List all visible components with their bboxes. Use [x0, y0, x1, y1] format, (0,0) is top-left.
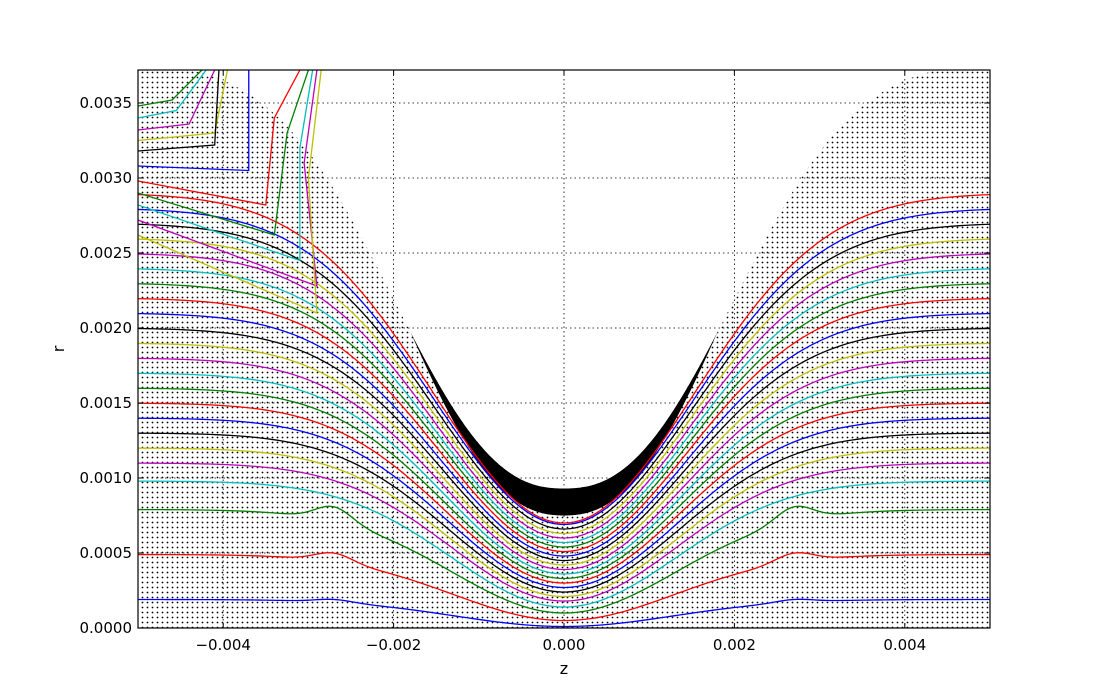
x-tick-label: 0.002 [713, 636, 756, 654]
y-tick-label: 0.0005 [80, 544, 133, 562]
series-layer [138, 70, 990, 628]
streamline-series [138, 552, 990, 622]
streamline-series [138, 327, 990, 562]
streamline-series [138, 480, 990, 608]
upper-left-streamline [138, 70, 250, 172]
streamline-series [138, 447, 990, 598]
streamline-series [138, 387, 990, 580]
streamline-series [138, 312, 990, 557]
streamline-series [138, 372, 990, 575]
upper-left-streamline [138, 70, 203, 107]
y-tick-label: 0.0000 [80, 619, 133, 637]
x-tick-label: 0.000 [543, 636, 586, 654]
mesh-region [138, 70, 990, 628]
upper-left-streamline [138, 70, 229, 142]
y-axis: 0.0000 0.0005 0.0010 0.0015 0.0020 0.0025 0.00… [80, 94, 990, 637]
y-tick-label: 0.0035 [80, 94, 133, 112]
streamline-series [138, 505, 990, 614]
streamline-series [138, 193, 990, 524]
x-tick-label: 0.004 [883, 636, 926, 654]
upper-left-streamline [138, 70, 318, 287]
streamline-series [138, 432, 990, 593]
streamline-series [138, 268, 990, 544]
streamline-series [138, 357, 990, 571]
y-tick-label: 0.0015 [80, 394, 133, 412]
streamline-series [138, 417, 990, 589]
upper-left-streamline [138, 70, 207, 119]
y-axis-label: r [49, 345, 68, 352]
streamline-series [138, 462, 990, 602]
upper-left-streamline [138, 70, 301, 206]
streamline-series [138, 402, 990, 584]
upper-left-streamline [138, 70, 220, 152]
grid [138, 70, 990, 629]
x-tick-label: −0.004 [195, 636, 251, 654]
upper-left-streamline [138, 70, 322, 315]
upper-left-streamline [138, 70, 314, 262]
x-axis: −0.004 −0.002 0.000 0.002 0.004 [195, 70, 926, 654]
streamline-series [138, 298, 990, 553]
x-axis-label: z [560, 659, 568, 678]
x-tick-label: −0.002 [366, 636, 422, 654]
streamline-series [138, 223, 990, 530]
streamline-series [138, 208, 990, 526]
y-tick-label: 0.0010 [80, 469, 133, 487]
upper-left-streamline [138, 70, 216, 131]
streamline-series [138, 342, 990, 566]
streamline-series [138, 253, 990, 539]
streamline-series [138, 238, 990, 535]
y-tick-label: 0.0030 [80, 169, 133, 187]
upper-left-streamline [138, 70, 310, 236]
streamline-series [138, 283, 990, 548]
y-tick-label: 0.0025 [80, 244, 133, 262]
y-tick-label: 0.0020 [80, 319, 133, 337]
